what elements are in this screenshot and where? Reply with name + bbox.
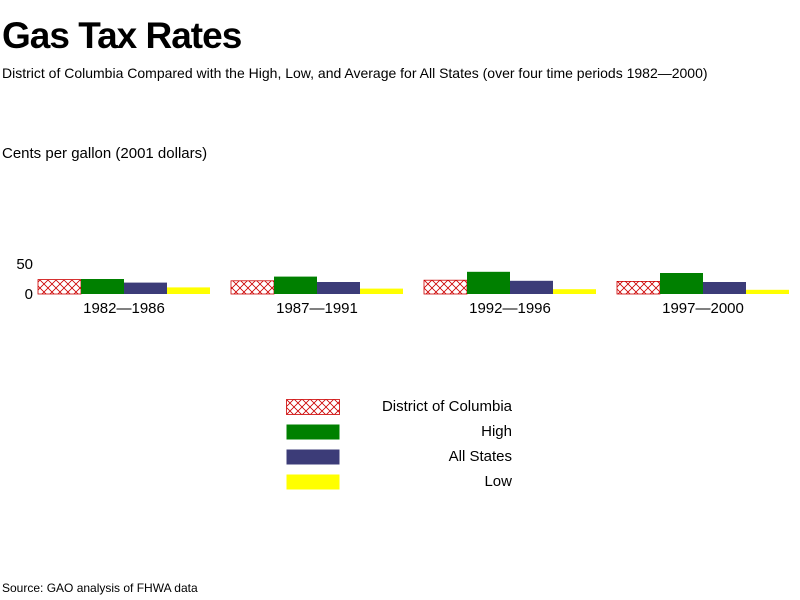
legend-label: District of Columbia xyxy=(381,398,512,415)
category-label: 1982—1986 xyxy=(83,300,165,317)
bar-district-of-columbia-0 xyxy=(37,279,82,295)
legend-swatch xyxy=(286,474,340,490)
bar-district-of-columbia-3 xyxy=(616,280,661,295)
bar-chart: 0 50 1982—1986 1987—1991 1992—1996 1997—2000 xyxy=(16,256,789,317)
legend-swatch xyxy=(286,399,340,415)
chart-title: Gas Tax Rates xyxy=(2,15,242,56)
legend: District of Columbia High All States Low xyxy=(286,396,526,496)
bar-low-3 xyxy=(746,289,789,294)
legend-item: All States xyxy=(286,446,526,471)
chart-subtitle: District of Columbia Compared with the H… xyxy=(2,65,708,81)
bar-high-3 xyxy=(660,273,703,294)
source-note: Source: GAO analysis of FHWA data xyxy=(2,581,198,595)
legend-swatch xyxy=(286,424,340,440)
category-label: 1997—2000 xyxy=(662,300,744,317)
bar-all-states-2 xyxy=(510,280,553,294)
y-tick-label: 0 xyxy=(25,286,33,303)
bar-low-0 xyxy=(167,287,210,294)
bar-district-of-columbia-2 xyxy=(423,279,468,295)
category-label: 1992—1996 xyxy=(469,300,551,317)
legend-item: District of Columbia xyxy=(286,396,526,421)
bar-all-states-0 xyxy=(124,282,167,294)
bar-high-0 xyxy=(81,279,124,294)
category-label: 1987—1991 xyxy=(276,300,358,317)
legend-item: Low xyxy=(286,471,526,496)
bar-district-of-columbia-1 xyxy=(230,280,275,295)
y-axis-label: Cents per gallon (2001 dollars) xyxy=(2,145,208,162)
legend-label: High xyxy=(481,423,512,440)
legend-swatch xyxy=(286,449,340,465)
bar-high-1 xyxy=(274,276,317,294)
bar-all-states-3 xyxy=(703,282,746,294)
bar-low-1 xyxy=(360,288,403,294)
bar-low-2 xyxy=(553,289,596,294)
y-tick-label: 50 xyxy=(16,256,33,273)
legend-label: All States xyxy=(448,448,512,465)
legend-item: High xyxy=(286,421,526,446)
bar-all-states-1 xyxy=(317,282,360,294)
bar-high-2 xyxy=(467,271,510,294)
legend-label: Low xyxy=(484,473,512,490)
